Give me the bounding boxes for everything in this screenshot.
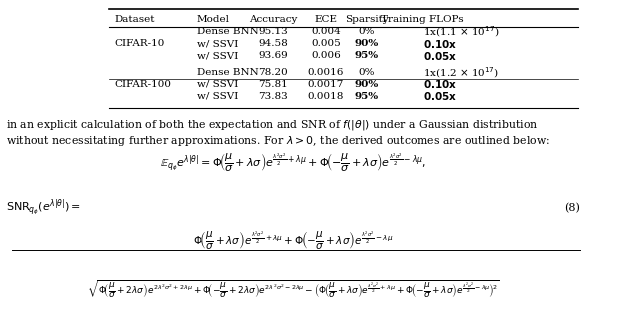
Text: without necessitating further approximations. For $\lambda > 0$, the derived out: without necessitating further approximat… <box>6 134 550 148</box>
Text: CIFAR-10: CIFAR-10 <box>115 39 165 48</box>
Text: Accuracy: Accuracy <box>249 15 297 24</box>
Text: Training FLOPs: Training FLOPs <box>381 15 464 24</box>
Text: 95%: 95% <box>355 92 379 101</box>
Text: 0.0018: 0.0018 <box>308 92 344 101</box>
Text: $\sqrt{\Phi\!\left(\dfrac{\mu}{\sigma} + 2\lambda\sigma\right) e^{2\lambda^2\sig: $\sqrt{\Phi\!\left(\dfrac{\mu}{\sigma} +… <box>87 279 500 300</box>
Text: $\mathbf{0.05x}$: $\mathbf{0.05x}$ <box>422 90 457 102</box>
Text: 95.13: 95.13 <box>258 27 288 36</box>
Text: $\mathbb{E}_{q_\phi} e^{\lambda|\theta|} = \Phi\!\left(\dfrac{\mu}{\sigma} + \la: $\mathbb{E}_{q_\phi} e^{\lambda|\theta|}… <box>161 151 427 172</box>
Text: in an explicit calculation of both the expectation and SNR of $f(|\theta|)$ unde: in an explicit calculation of both the e… <box>6 118 538 132</box>
Text: $\mathbf{0.10x}$: $\mathbf{0.10x}$ <box>422 38 457 50</box>
Text: ECE: ECE <box>314 15 337 24</box>
Text: Dataset: Dataset <box>115 15 155 24</box>
Text: 0.006: 0.006 <box>311 51 340 61</box>
Text: w/ SSVI: w/ SSVI <box>196 39 238 49</box>
Text: 90%: 90% <box>355 80 379 89</box>
Text: 93.69: 93.69 <box>258 51 288 61</box>
Text: $\Phi\!\left(\dfrac{\mu}{\sigma} + \lambda\sigma\right) e^{\frac{\lambda^2\sigma: $\Phi\!\left(\dfrac{\mu}{\sigma} + \lamb… <box>193 229 394 251</box>
Text: 95%: 95% <box>355 51 379 61</box>
Text: (8): (8) <box>564 203 580 213</box>
Text: $\mathrm{SNR}_{q_\phi}(e^{\lambda|\theta|}) =$: $\mathrm{SNR}_{q_\phi}(e^{\lambda|\theta… <box>6 198 81 218</box>
Text: 0%: 0% <box>358 68 375 77</box>
Text: $\mathbf{0.05x}$: $\mathbf{0.05x}$ <box>422 50 457 62</box>
Text: 75.81: 75.81 <box>258 80 288 89</box>
Text: w/ SSVI: w/ SSVI <box>196 92 238 101</box>
Text: Sparsity: Sparsity <box>345 15 388 24</box>
Text: $\mathbf{0.10x}$: $\mathbf{0.10x}$ <box>422 78 457 90</box>
Text: CIFAR-100: CIFAR-100 <box>115 80 172 89</box>
Text: 0.004: 0.004 <box>311 27 340 36</box>
Text: 1x(1.2 $\times$ 10$^{17}$): 1x(1.2 $\times$ 10$^{17}$) <box>422 65 499 80</box>
Text: 78.20: 78.20 <box>258 68 288 77</box>
Text: Dense BNN: Dense BNN <box>196 27 259 36</box>
Text: 73.83: 73.83 <box>258 92 288 101</box>
Text: Model: Model <box>196 15 230 24</box>
Text: 0.0016: 0.0016 <box>308 68 344 77</box>
Text: 94.58: 94.58 <box>258 39 288 49</box>
Text: 0.005: 0.005 <box>311 39 340 49</box>
Text: w/ SSVI: w/ SSVI <box>196 51 238 61</box>
Text: w/ SSVI: w/ SSVI <box>196 80 238 89</box>
Text: 1x(1.1 $\times$ 10$^{17}$): 1x(1.1 $\times$ 10$^{17}$) <box>422 24 499 39</box>
Text: Dense BNN: Dense BNN <box>196 68 259 77</box>
Text: 0%: 0% <box>358 27 375 36</box>
Text: 0.0017: 0.0017 <box>308 80 344 89</box>
Text: 90%: 90% <box>355 39 379 49</box>
